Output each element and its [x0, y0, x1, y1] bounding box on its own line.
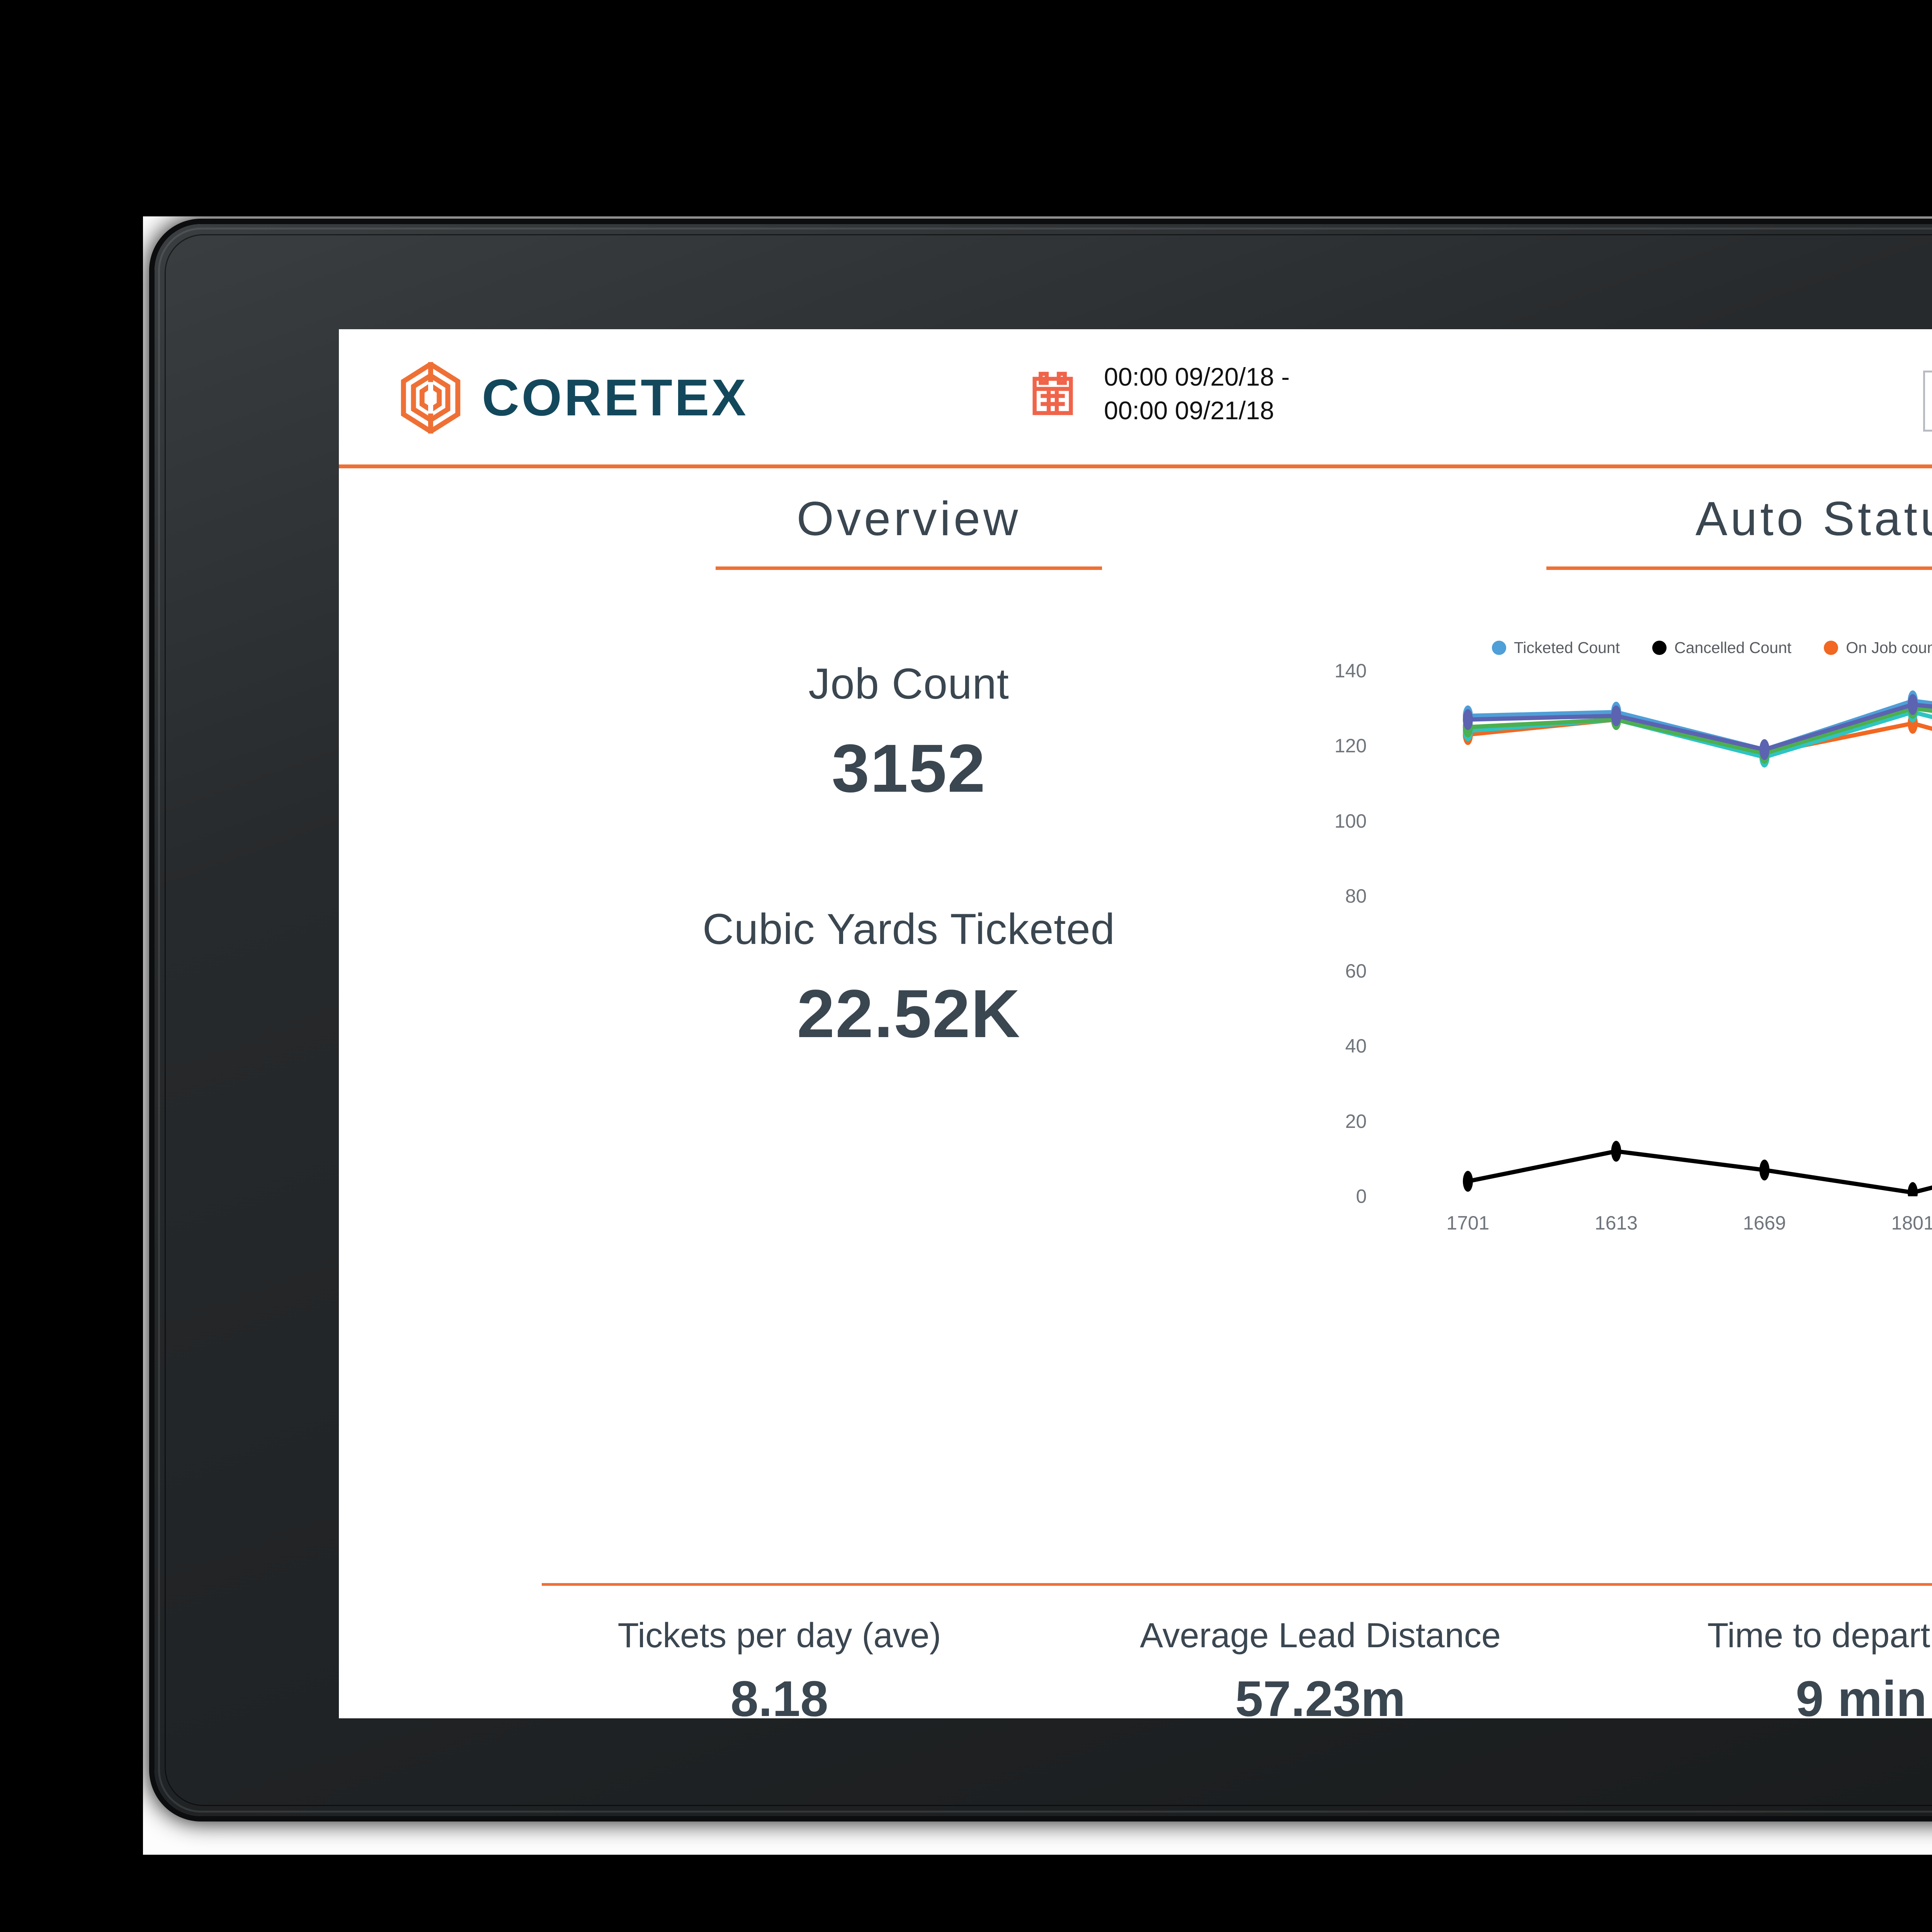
chart-data-point[interactable]	[1759, 739, 1770, 760]
app-screen: CORETEX 00:00 09/20/18 - 00:00 09/21/18	[339, 329, 1932, 1718]
legend-label: Cancelled Count	[1674, 639, 1792, 656]
tablet-device: SAMSUNG	[155, 224, 1932, 1816]
footer-metric-label: Time to depart plant	[1707, 1616, 1932, 1655]
metric-value: 22.52K	[797, 976, 1021, 1052]
auto-status-accuracy-panel: Auto Status Accuracy Ticketed Count Cance…	[1278, 492, 1932, 1274]
legend-swatch-icon	[1652, 641, 1667, 655]
brand-logo[interactable]: CORETEX	[395, 362, 748, 434]
footer-metric-value: 9 min	[1796, 1670, 1927, 1718]
y-axis-tick-label: 100	[1334, 810, 1367, 832]
chart-data-point[interactable]	[1463, 1171, 1473, 1192]
footer-divider	[542, 1583, 1932, 1586]
legend-item[interactable]: Cancelled Count	[1652, 639, 1791, 657]
overview-panel: Overview Job Count 3152 Cubic Yards Tick…	[542, 492, 1276, 1053]
date-range-text: 00:00 09/20/18 - 00:00 09/21/18	[1104, 362, 1290, 425]
calendar-icon	[1032, 371, 1073, 415]
footer-metric-label: Tickets per day (ave)	[617, 1616, 941, 1655]
chart-data-point[interactable]	[1463, 709, 1473, 730]
legend-label: On Job count	[1846, 639, 1932, 656]
chart-series	[1463, 694, 1932, 760]
x-axis-tick-label: 1801	[1891, 1212, 1932, 1234]
footer-metric: Tickets per day (ave) 8.18	[509, 1616, 1050, 1718]
metric-value: 3152	[832, 731, 986, 806]
chart-legend: Ticketed Count Cancelled Count On Job coun…	[1278, 639, 1932, 657]
chart-title-underline	[1546, 566, 1932, 570]
y-axis-tick-label: 140	[1334, 660, 1367, 682]
coretex-hexagon-icon	[401, 362, 461, 434]
chart-data-point[interactable]	[1611, 705, 1621, 726]
metric-label: Job Count	[808, 660, 1009, 708]
footer-metric-label: Average Lead Distance	[1140, 1616, 1501, 1655]
legend-item[interactable]: On Job count	[1824, 639, 1932, 657]
metric-cubic-yards-ticketed: Cubic Yards Ticketed 22.52K	[542, 904, 1276, 1053]
app-header: CORETEX 00:00 09/20/18 - 00:00 09/21/18	[339, 329, 1932, 468]
y-axis-tick-label: 60	[1345, 960, 1367, 982]
y-axis-tick-label: 0	[1356, 1185, 1367, 1207]
legend-swatch-icon	[1492, 641, 1506, 655]
footer-metrics: Tickets per day (ave) 8.18 Average Lead Di…	[509, 1616, 1932, 1718]
chart-data-point[interactable]	[1759, 1160, 1770, 1180]
footer-metric: Average Lead Distance 57.23m	[1050, 1616, 1591, 1718]
x-axis: 17011613166918011805162015051806	[1394, 1212, 1932, 1247]
y-axis-tick-label: 80	[1345, 885, 1367, 907]
chart-canvas	[1463, 690, 1932, 1196]
search-bar[interactable]	[1923, 371, 1932, 432]
chart-series	[1463, 1141, 1932, 1196]
y-axis-tick-label: 20	[1345, 1110, 1367, 1132]
legend-label: Ticketed Count	[1514, 639, 1620, 656]
chart-data-point[interactable]	[1908, 1182, 1918, 1196]
chart-title: Auto Status Accuracy	[1695, 492, 1932, 546]
y-axis-tick-label: 40	[1345, 1035, 1367, 1057]
legend-item[interactable]: Ticketed Count	[1492, 639, 1620, 657]
footer-metric-value: 8.18	[730, 1670, 828, 1718]
y-axis-tick-label: 120	[1334, 735, 1367, 757]
overview-title-underline	[716, 566, 1102, 570]
date-range-control[interactable]: 00:00 09/20/18 - 00:00 09/21/18	[1029, 360, 1290, 427]
y-axis: 0 20 40 60 80 100 120 140	[1278, 660, 1367, 1207]
chart-data-point[interactable]	[1908, 694, 1918, 715]
metric-label: Cubic Yards Ticketed	[702, 905, 1115, 953]
x-axis-tick-label: 1669	[1743, 1212, 1786, 1234]
overview-title: Overview	[796, 492, 1021, 546]
footer-metric-value: 57.23m	[1235, 1670, 1406, 1718]
metric-job-count: Job Count 3152	[542, 659, 1276, 808]
footer-metric: Time to depart plant 9 min	[1591, 1616, 1932, 1718]
legend-swatch-icon	[1824, 641, 1838, 655]
x-axis-tick-label: 1613	[1595, 1212, 1638, 1234]
brand-name: CORETEX	[482, 369, 748, 427]
x-axis-tick-label: 1701	[1446, 1212, 1490, 1234]
chart-data-point[interactable]	[1611, 1141, 1621, 1162]
